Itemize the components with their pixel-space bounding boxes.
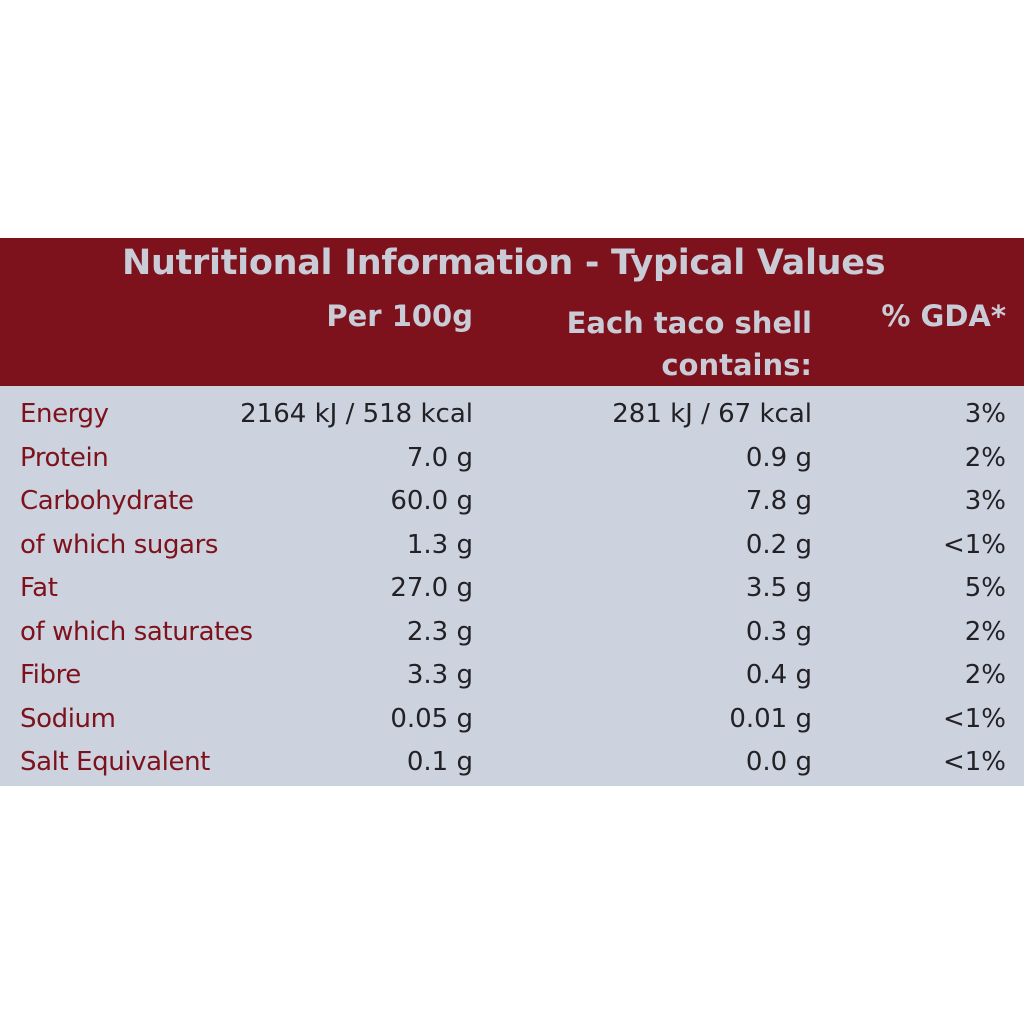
value-per-100g: 60.0 g <box>390 486 473 516</box>
column-header-gda: % GDA* <box>881 299 1006 333</box>
table-row: of which saturates 2.3 g 0.3 g 2% <box>0 611 1024 655</box>
nutrient-name: of which sugars <box>20 529 219 560</box>
column-header-per-100g: Per 100g <box>326 299 473 333</box>
value-per-100g: 0.1 g <box>406 747 473 777</box>
column-header-each-shell-line2: contains: <box>661 348 812 382</box>
header-torn-edge <box>0 380 1024 386</box>
value-per-100g: 7.0 g <box>406 442 473 473</box>
table-row: of which sugars 1.3 g 0.2 g <1% <box>0 524 1024 568</box>
table-row: Fat 27.0 g 3.5 g 5% <box>0 567 1024 611</box>
table-row: Protein 7.0 g 0.9 g 2% <box>0 437 1024 481</box>
nutrient-name: Sodium <box>20 703 116 734</box>
nutrient-name: Fat <box>20 573 58 603</box>
value-each-shell: 0.0 g <box>745 747 812 777</box>
column-header-each-shell: Each taco shell contains: <box>567 302 812 386</box>
table-row: Sodium 0.05 g 0.01 g <1% <box>0 698 1024 742</box>
table-row: Salt Equivalent 0.1 g 0.0 g <1% <box>0 741 1024 785</box>
nutrition-title: Nutritional Information - Typical Values <box>122 243 886 283</box>
value-gda: 2% <box>964 660 1006 690</box>
value-gda: <1% <box>942 747 1006 777</box>
nutrient-name: Fibre <box>20 660 81 690</box>
value-each-shell: 0.01 g <box>729 703 812 734</box>
value-gda: 2% <box>964 616 1006 647</box>
nutrition-label: Nutritional Information - Typical Values… <box>0 238 1024 786</box>
value-each-shell: 7.8 g <box>745 486 812 516</box>
nutrition-table: Energy 2164 kJ / 518 kcal 281 kJ / 67 kc… <box>0 393 1024 785</box>
value-each-shell: 0.3 g <box>745 616 812 647</box>
value-gda: 3% <box>964 486 1006 516</box>
value-per-100g: 2.3 g <box>406 616 473 647</box>
value-each-shell: 0.4 g <box>745 660 812 690</box>
table-row: Energy 2164 kJ / 518 kcal 281 kJ / 67 kc… <box>0 393 1024 437</box>
value-gda: 3% <box>964 399 1006 429</box>
nutrition-header: Nutritional Information - Typical Values… <box>0 238 1024 386</box>
column-header-each-shell-line1: Each taco shell <box>566 306 812 340</box>
table-row: Fibre 3.3 g 0.4 g 2% <box>0 654 1024 698</box>
value-each-shell: 0.2 g <box>745 529 812 560</box>
nutrient-name: Protein <box>20 442 109 473</box>
nutrient-name: Carbohydrate <box>20 486 194 516</box>
nutrient-name: Energy <box>20 399 109 429</box>
value-each-shell: 0.9 g <box>745 442 812 473</box>
nutrient-name: of which saturates <box>20 616 253 647</box>
table-row: Carbohydrate 60.0 g 7.8 g 3% <box>0 480 1024 524</box>
value-each-shell: 3.5 g <box>745 573 812 603</box>
value-each-shell: 281 kJ / 67 kcal <box>612 399 812 429</box>
value-gda: 2% <box>964 442 1006 473</box>
value-gda: 5% <box>964 573 1006 603</box>
value-gda: <1% <box>942 529 1006 560</box>
value-per-100g: 3.3 g <box>406 660 473 690</box>
value-per-100g: 1.3 g <box>406 529 473 560</box>
value-gda: <1% <box>942 703 1006 734</box>
value-per-100g: 27.0 g <box>390 573 473 603</box>
value-per-100g: 0.05 g <box>390 703 473 734</box>
nutrient-name: Salt Equivalent <box>20 747 210 777</box>
value-per-100g: 2164 kJ / 518 kcal <box>240 399 473 429</box>
